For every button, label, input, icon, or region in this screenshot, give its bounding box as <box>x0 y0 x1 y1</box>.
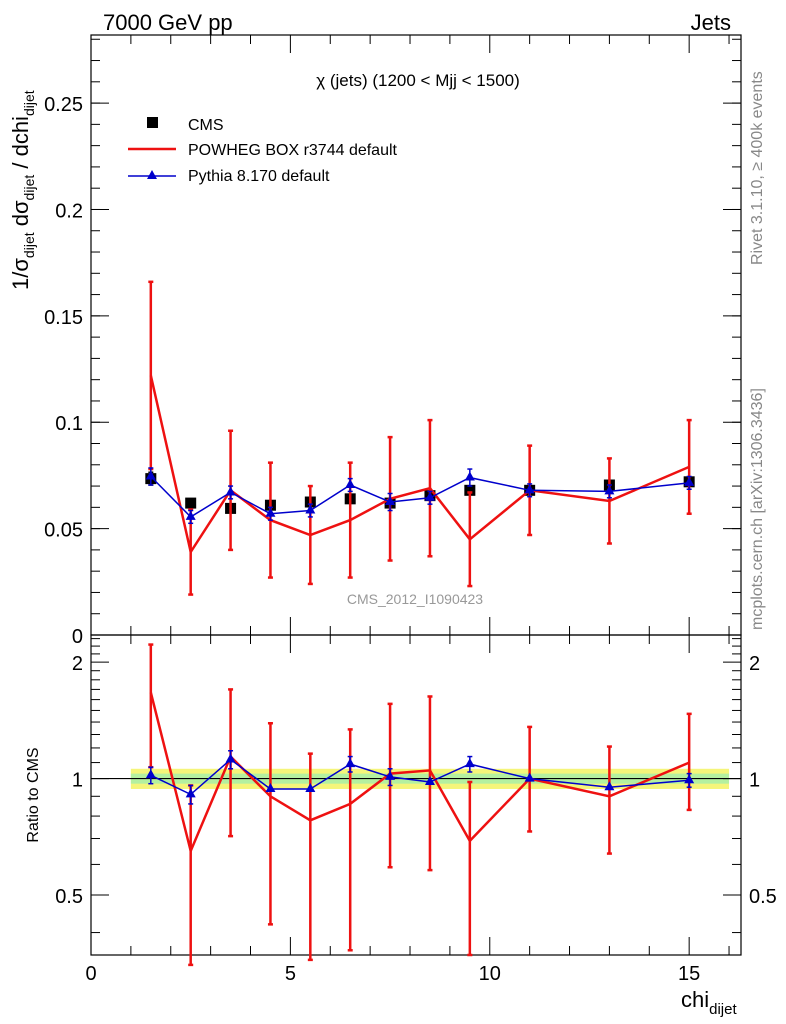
series-line-powheg <box>149 375 690 556</box>
main-ytick-label: 0.1 <box>55 413 83 435</box>
pythia-point <box>185 510 196 520</box>
pythia-point <box>424 775 435 785</box>
main-ylabel: 1/σdijet dσdijet / dchidijet <box>8 90 37 290</box>
pythia-point <box>305 782 316 792</box>
main-panel: 0 0.05 0.1 0.15 0.2 0.25 <box>44 35 741 648</box>
pythia-point <box>524 484 535 494</box>
ratio-frame <box>90 634 742 956</box>
plot-title: χ (jets) (1200 < Mjj < 1500) <box>316 71 520 90</box>
pythia-point <box>345 479 356 488</box>
series-line-pythia-ratio <box>150 758 690 796</box>
rivet-label: Rivet 3.1.10, ≥ 400k events <box>749 71 766 265</box>
legend-pythia-label: Pythia 8.170 default <box>188 168 330 185</box>
mcplots-label: mcplots.cern.ch [arXiv:1306.3436] <box>749 388 766 630</box>
svg-text:chidijet: chidijet <box>681 987 737 1018</box>
xtick-label: 0 <box>85 963 96 985</box>
ratio-ytick-label-right: 0.5 <box>749 886 777 908</box>
pythia-point <box>424 491 435 501</box>
main-ytick-label: 0.05 <box>44 520 83 542</box>
watermark: CMS_2012_I1090423 <box>347 591 483 607</box>
pythia-point <box>524 772 535 782</box>
pythia-point <box>604 485 615 495</box>
pythia-point <box>145 769 156 779</box>
main-ytick-label: 0 <box>72 626 83 648</box>
legend-cms-label: CMS <box>188 117 224 134</box>
pythia-point <box>305 504 316 514</box>
legend-cms-marker <box>147 117 158 128</box>
pythia-point <box>185 788 196 798</box>
legend: CMS POWHEG BOX r3744 default Pythia 8.17… <box>128 117 398 185</box>
cms-point <box>185 497 197 509</box>
xtick-label: 5 <box>285 963 296 985</box>
ratio-ytick-label-right: 2 <box>749 653 760 675</box>
pythia-point <box>265 507 276 517</box>
pythia-point <box>385 770 396 780</box>
ratio-panel: 0.5 0.5 1 1 2 2 0 5 10 15 <box>55 635 777 985</box>
main-ytick-label: 0.2 <box>55 200 83 222</box>
series-line-pythia <box>150 475 690 518</box>
main-ytick-label: 0.15 <box>44 307 83 329</box>
xtick-label: 15 <box>678 963 700 985</box>
pythia-point <box>345 758 356 768</box>
pythia-point <box>604 781 615 791</box>
pythia-point <box>684 774 695 784</box>
pythia-point <box>464 471 475 481</box>
pythia-point <box>464 758 475 768</box>
pythia-point <box>684 476 695 486</box>
pythia-point <box>225 486 236 496</box>
main-ytick-label: 0.25 <box>44 94 83 116</box>
legend-pythia-marker <box>147 170 157 179</box>
ratio-ytick-label: 2 <box>72 653 83 675</box>
pythia-point <box>265 782 276 792</box>
ratio-ytick-label: 1 <box>72 770 83 792</box>
series-line-powheg-ratio <box>149 692 690 855</box>
header-left: 7000 GeV pp <box>103 10 233 35</box>
ratio-ylabel: Ratio to CMS <box>25 747 42 842</box>
svg-text:1/σdijet dσdijet / dchidijet: 1/σdijet dσdijet / dchidijet <box>8 90 37 290</box>
pythia-point <box>385 496 396 506</box>
xtick-label: 10 <box>479 963 501 985</box>
ratio-ytick-label-right: 1 <box>749 770 760 792</box>
ratio-ytick-label: 0.5 <box>55 886 83 908</box>
legend-powheg-label: POWHEG BOX r3744 default <box>188 142 398 159</box>
pythia-point <box>225 753 236 763</box>
header-right: Jets <box>691 10 731 35</box>
xlabel: chidijet <box>681 987 737 1018</box>
pythia-point <box>145 470 156 480</box>
cms-point <box>464 484 476 496</box>
